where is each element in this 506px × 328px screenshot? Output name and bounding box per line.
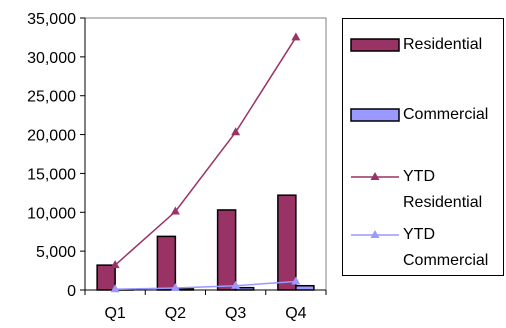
y-tick-label: 5,000 — [36, 244, 76, 261]
line-ytd-residential — [114, 37, 297, 266]
y-tick-label: 20,000 — [27, 128, 76, 145]
legend-swatch-residential — [350, 38, 400, 52]
y-tick-label: 35,000 — [27, 11, 76, 28]
marker-ytd-commercial-q3 — [231, 280, 241, 289]
y-tick-label: 15,000 — [27, 166, 76, 183]
legend-label-residential: Residential — [403, 36, 483, 53]
marker-ytd-residential-q1 — [110, 260, 120, 269]
marker-ytd-commercial-q4 — [291, 276, 301, 285]
x-tick-label: Q2 — [165, 305, 186, 322]
y-tick-label: 30,000 — [27, 50, 76, 67]
x-tick-label: Q1 — [104, 305, 125, 322]
legend-label-ytd-commercial: YTD Commercial — [403, 226, 489, 269]
line-ytd-commercial — [115, 280, 296, 290]
bar-residential-q2 — [156, 235, 177, 291]
y-tick-label: 25,000 — [27, 89, 76, 106]
bar-commercial-q4 — [295, 284, 315, 291]
bar-residential-q1 — [96, 264, 116, 291]
bar-residential-q3 — [216, 209, 237, 291]
chart-plot: 0 5,000 10,000 15,000 20,000 25,000 30,000 35,0… — [27, 11, 327, 322]
legend-label-commercial: Commercial — [403, 106, 489, 123]
y-tick-label: 10,000 — [27, 205, 76, 222]
x-tick-label: Q3 — [225, 305, 246, 322]
marker-ytd-commercial-q1 — [110, 284, 120, 293]
legend-swatch-commercial — [350, 108, 400, 122]
legend-label-ytd-residential: YTD Residential — [403, 168, 483, 211]
marker-ytd-residential-q3 — [231, 127, 241, 136]
marker-ytd-residential-q2 — [170, 206, 180, 215]
legend-swatch-ytd-commercial — [351, 230, 399, 238]
bar-residential-q4 — [277, 194, 297, 291]
x-tick-label: Q4 — [285, 305, 306, 322]
marker-ytd-commercial-q2 — [170, 283, 180, 292]
chart-legend: Residential Commercial YTD Residential Y… — [342, 18, 504, 276]
y-tick-label: 0 — [67, 283, 76, 300]
bar-commercial-q3 — [234, 286, 255, 291]
legend-swatch-ytd-residential — [351, 172, 399, 180]
marker-ytd-residential-q4 — [291, 32, 301, 41]
legend-swatches — [350, 38, 400, 238]
